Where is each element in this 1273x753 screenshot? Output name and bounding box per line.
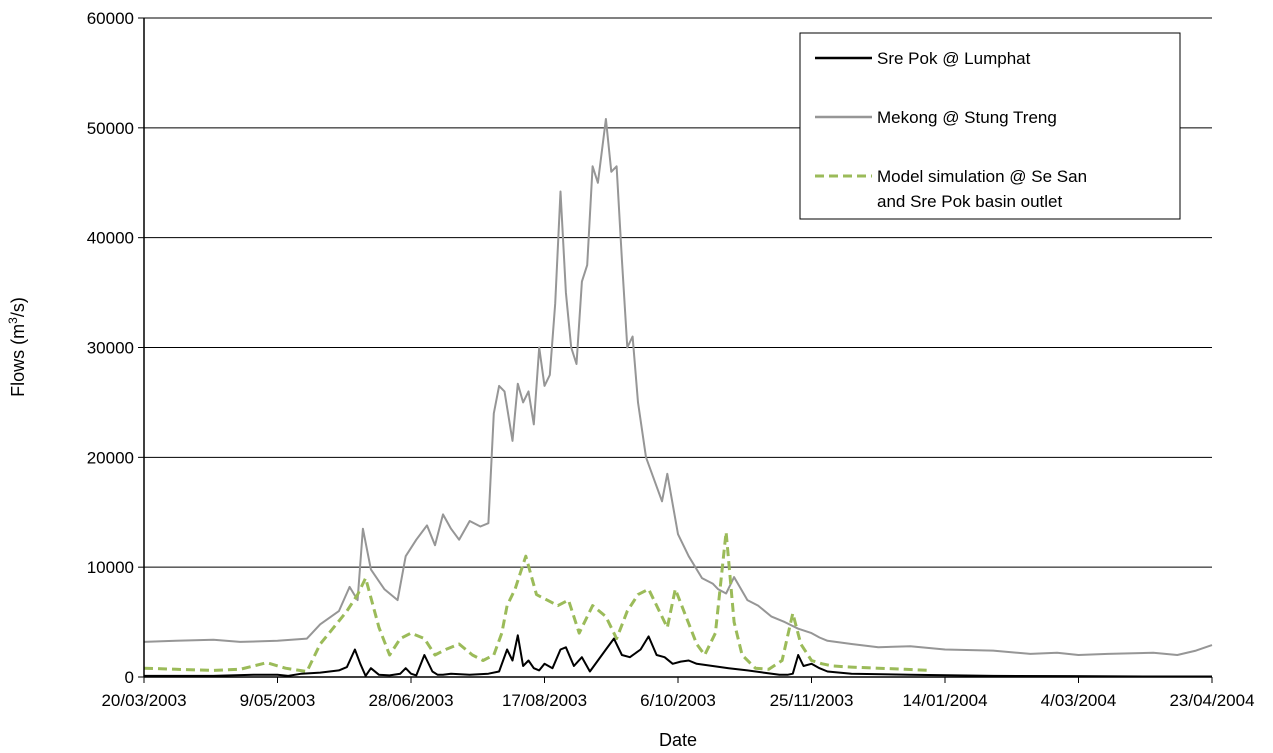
x-tick-label: 9/05/2003 [240, 691, 316, 710]
y-axis-title-sup: 3 [6, 317, 20, 324]
y-axis-title: Flows (m3/s) [6, 297, 28, 397]
series-line-sre [144, 634, 1212, 678]
x-tick-label: 17/08/2003 [502, 691, 587, 710]
y-axis-title-tail: /s) [8, 297, 28, 317]
legend-label-model-line1: Model simulation @ Se San [877, 167, 1087, 186]
x-tick-label: 20/03/2003 [101, 691, 186, 710]
y-tick-label: 0 [125, 668, 134, 687]
y-axis-title-main: Flows (m [8, 324, 28, 397]
y-tick-label: 10000 [87, 558, 134, 577]
y-tick-label: 40000 [87, 229, 134, 248]
series-lines [143, 118, 1213, 678]
x-tick-label: 14/01/2004 [902, 691, 987, 710]
series-line-mekong [143, 118, 1213, 656]
legend-label-model-line2: and Sre Pok basin outlet [877, 192, 1063, 211]
series-line-model [143, 530, 930, 673]
x-tick-label: 6/10/2003 [640, 691, 716, 710]
x-tick-label: 25/11/2003 [770, 691, 854, 710]
y-tick-label: 50000 [87, 119, 134, 138]
legend-label-sre-pok: Sre Pok @ Lumphat [877, 49, 1031, 68]
y-tick-label: 60000 [87, 9, 134, 28]
gridlines [144, 17, 1212, 568]
axes [138, 17, 1213, 683]
x-tick-label: 28/06/2003 [368, 691, 453, 710]
legend-box [799, 32, 1181, 220]
legend-label-mekong: Mekong @ Stung Treng [877, 108, 1057, 127]
y-tick-label: 20000 [87, 448, 134, 467]
y-tick-label: 30000 [87, 339, 134, 358]
y-tick-labels: 0 10000 20000 30000 40000 50000 60000 [87, 9, 134, 687]
x-tick-labels: 20/03/2003 9/05/2003 28/06/2003 17/08/2003 6… [101, 691, 1254, 710]
x-tick-label: 23/04/2004 [1169, 691, 1254, 710]
legend: Sre Pok @ Lumphat Mekong @ Stung Treng M… [799, 32, 1181, 220]
x-axis-title: Date [659, 730, 697, 750]
x-tick-label: 4/03/2004 [1041, 691, 1117, 710]
